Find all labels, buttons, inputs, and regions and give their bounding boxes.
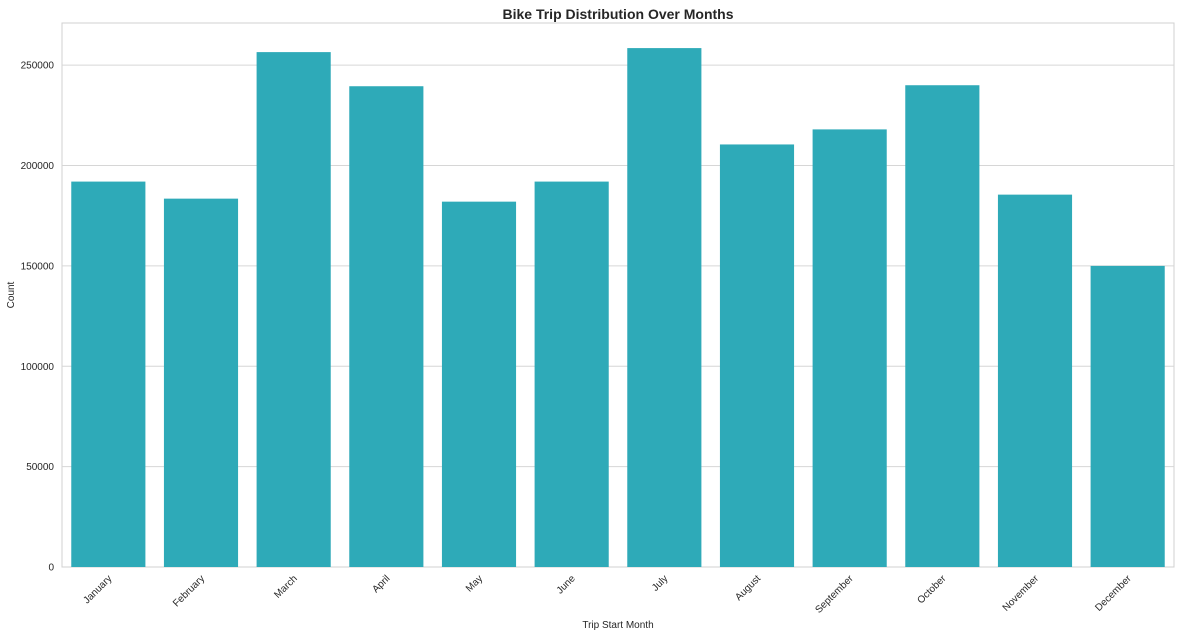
grid-lines bbox=[62, 64, 1174, 468]
bar-may bbox=[441, 201, 517, 567]
y-tick-label: 100000 bbox=[21, 362, 55, 373]
bar-december bbox=[1090, 265, 1165, 567]
x-tick-label: February bbox=[171, 573, 207, 609]
bar-june bbox=[534, 181, 609, 568]
x-axis-label: Trip Start Month bbox=[582, 620, 653, 631]
bar-august bbox=[719, 144, 795, 568]
bar-july bbox=[627, 48, 702, 568]
bar-november bbox=[997, 194, 1073, 568]
x-tick-label: March bbox=[272, 573, 299, 600]
x-tick-label: July bbox=[650, 573, 670, 593]
plot-background bbox=[61, 22, 1175, 568]
bars bbox=[71, 48, 1165, 568]
bar-april bbox=[349, 86, 424, 567]
bar-october bbox=[905, 85, 980, 567]
chart-title: Bike Trip Distribution Over Months bbox=[502, 6, 733, 22]
x-tick-label: November bbox=[1001, 573, 1042, 614]
y-tick-label: 250000 bbox=[21, 61, 55, 72]
y-axis-label: Count bbox=[6, 281, 17, 308]
x-tick-label: January bbox=[82, 573, 115, 606]
x-tick-labels: January February March April May June July Augu… bbox=[82, 573, 1135, 616]
y-tick-label: 0 bbox=[48, 563, 54, 574]
x-tick-label: May bbox=[464, 573, 485, 594]
x-tick-label: September bbox=[813, 573, 856, 616]
bar-september bbox=[812, 129, 887, 567]
x-tick-label: October bbox=[916, 573, 949, 606]
bar-march bbox=[256, 52, 331, 568]
bar-february bbox=[163, 198, 239, 567]
x-tick-label: April bbox=[371, 573, 393, 595]
x-tick-label: June bbox=[555, 573, 578, 596]
y-tick-labels: 0 50000 100000 150000 200000 250000 bbox=[21, 61, 55, 574]
x-tick-label: December bbox=[1093, 573, 1134, 614]
y-tick-label: 200000 bbox=[21, 161, 55, 172]
x-tick-label: August bbox=[733, 573, 763, 603]
y-tick-label: 50000 bbox=[26, 462, 54, 473]
bar-january bbox=[71, 181, 146, 568]
y-tick-label: 150000 bbox=[21, 261, 55, 272]
